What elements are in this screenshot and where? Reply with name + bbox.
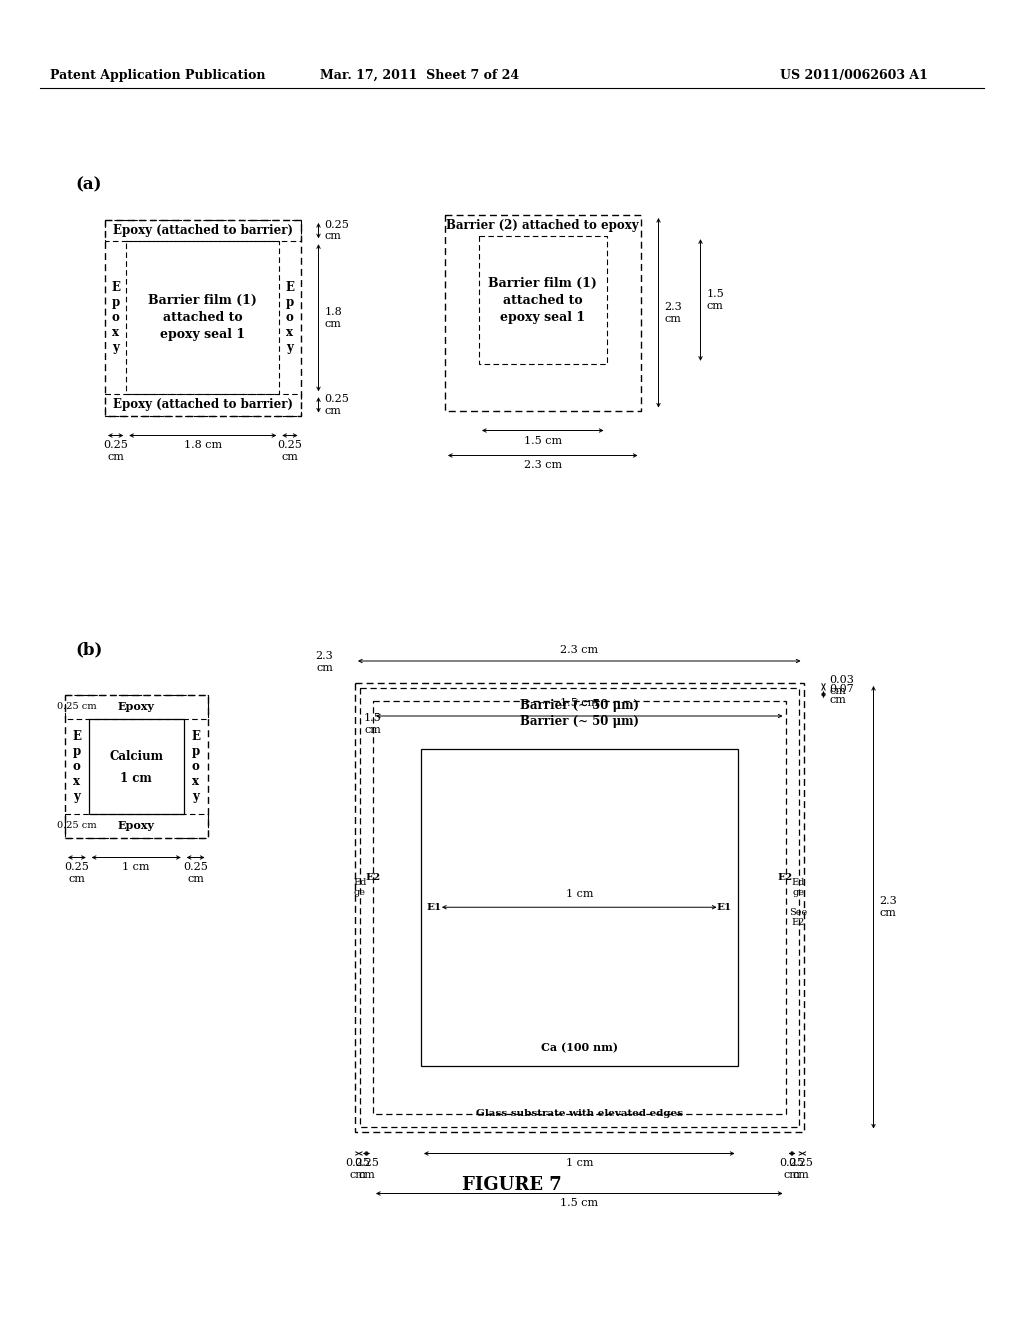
Text: Ed
ge: Ed ge bbox=[792, 878, 805, 898]
Text: US 2011/0062603 A1: US 2011/0062603 A1 bbox=[780, 69, 928, 82]
Text: 0.25
cm: 0.25 cm bbox=[278, 441, 302, 462]
Text: Ed
ge: Ed ge bbox=[353, 878, 367, 898]
Text: 1.5 cm: 1.5 cm bbox=[560, 1199, 598, 1209]
Text: 1.5 cm: 1.5 cm bbox=[560, 698, 598, 708]
Text: Barrier (~ 50 μm): Barrier (~ 50 μm) bbox=[520, 714, 639, 727]
Bar bbox=[479, 236, 606, 364]
Text: 1 cm: 1 cm bbox=[565, 890, 593, 899]
Bar bbox=[355, 682, 804, 1131]
Text: FIGURE 7: FIGURE 7 bbox=[462, 1176, 562, 1195]
Text: 0.25 cm: 0.25 cm bbox=[57, 702, 96, 711]
Text: 1.8 cm: 1.8 cm bbox=[183, 441, 222, 450]
Text: 0.25
cm: 0.25 cm bbox=[325, 220, 349, 242]
Text: Mar. 17, 2011  Sheet 7 of 24: Mar. 17, 2011 Sheet 7 of 24 bbox=[321, 69, 519, 82]
Text: Patent Application Publication: Patent Application Publication bbox=[50, 69, 265, 82]
Text: E
p
o
x
y: E p o x y bbox=[112, 281, 120, 354]
Text: 2.3 cm: 2.3 cm bbox=[560, 645, 598, 655]
Bar bbox=[105, 395, 300, 416]
Bar bbox=[65, 696, 208, 719]
Bar bbox=[421, 748, 737, 1065]
Text: E1: E1 bbox=[717, 903, 732, 912]
Bar bbox=[65, 696, 208, 837]
Text: 1 cm: 1 cm bbox=[121, 772, 153, 785]
Text: 0.25
cm: 0.25 cm bbox=[345, 1159, 370, 1180]
Bar bbox=[360, 688, 799, 1126]
Bar bbox=[89, 719, 183, 813]
Text: 1 cm: 1 cm bbox=[565, 1159, 593, 1168]
Text: 0.25
cm: 0.25 cm bbox=[103, 441, 128, 462]
Bar bbox=[65, 813, 208, 837]
Text: E1: E1 bbox=[426, 903, 441, 912]
Text: Glass substrate with elevated edges: Glass substrate with elevated edges bbox=[476, 1109, 683, 1118]
Text: Epoxy: Epoxy bbox=[118, 701, 155, 713]
Text: 2.3
cm: 2.3 cm bbox=[315, 651, 333, 673]
Text: E2: E2 bbox=[778, 873, 794, 882]
Bar bbox=[126, 242, 280, 395]
Text: Barrier (2) attached to epoxy: Barrier (2) attached to epoxy bbox=[446, 219, 639, 232]
Text: Epoxy (attached to barrier): Epoxy (attached to barrier) bbox=[113, 224, 293, 238]
Text: 0.25
cm: 0.25 cm bbox=[183, 862, 208, 884]
Text: 1.8
cm: 1.8 cm bbox=[325, 308, 342, 329]
Text: (b): (b) bbox=[75, 642, 102, 659]
Text: 0.25
cm: 0.25 cm bbox=[325, 395, 349, 416]
Bar bbox=[105, 220, 300, 242]
Text: Epoxy (attached to barrier): Epoxy (attached to barrier) bbox=[113, 399, 293, 412]
Text: E2: E2 bbox=[366, 873, 381, 882]
Text: 0.25
cm: 0.25 cm bbox=[65, 862, 89, 884]
Text: (a): (a) bbox=[75, 177, 101, 194]
Text: 1.5 cm: 1.5 cm bbox=[523, 436, 562, 446]
Text: E
p
o
x
y: E p o x y bbox=[73, 730, 81, 803]
Text: 0.03
cm: 0.03 cm bbox=[829, 675, 854, 697]
Text: 0.25
cm: 0.25 cm bbox=[354, 1159, 379, 1180]
Text: 1.5
cm: 1.5 cm bbox=[365, 713, 382, 735]
Text: 1.5
cm: 1.5 cm bbox=[707, 289, 724, 310]
Text: 0.25
cm: 0.25 cm bbox=[779, 1159, 805, 1180]
Text: 0.25
cm: 0.25 cm bbox=[788, 1159, 813, 1180]
Text: 2.3
cm: 2.3 cm bbox=[665, 302, 682, 323]
Text: See
E2: See E2 bbox=[790, 908, 808, 927]
Text: Barrier (~ 50 μm): Barrier (~ 50 μm) bbox=[520, 698, 639, 711]
Text: Barrier film (1)
attached to
epoxy seal 1: Barrier film (1) attached to epoxy seal … bbox=[148, 294, 257, 342]
Bar bbox=[105, 220, 300, 416]
Text: 2.3
cm: 2.3 cm bbox=[880, 896, 897, 917]
Text: Barrier film (1)
attached to
epoxy seal 1: Barrier film (1) attached to epoxy seal … bbox=[488, 276, 597, 323]
Text: E
p
o
x
y: E p o x y bbox=[191, 730, 200, 803]
Text: 1 cm: 1 cm bbox=[123, 862, 150, 873]
Text: 0.07
cm: 0.07 cm bbox=[829, 684, 854, 705]
Text: Ca (100 nm): Ca (100 nm) bbox=[541, 1041, 617, 1053]
Text: Epoxy: Epoxy bbox=[118, 820, 155, 832]
Text: 0.25 cm: 0.25 cm bbox=[57, 821, 96, 830]
Bar bbox=[373, 701, 785, 1114]
Text: 2.3 cm: 2.3 cm bbox=[523, 461, 562, 470]
Text: E
p
o
x
y: E p o x y bbox=[286, 281, 294, 354]
Text: Calcium: Calcium bbox=[110, 750, 163, 763]
Bar bbox=[445, 215, 640, 411]
